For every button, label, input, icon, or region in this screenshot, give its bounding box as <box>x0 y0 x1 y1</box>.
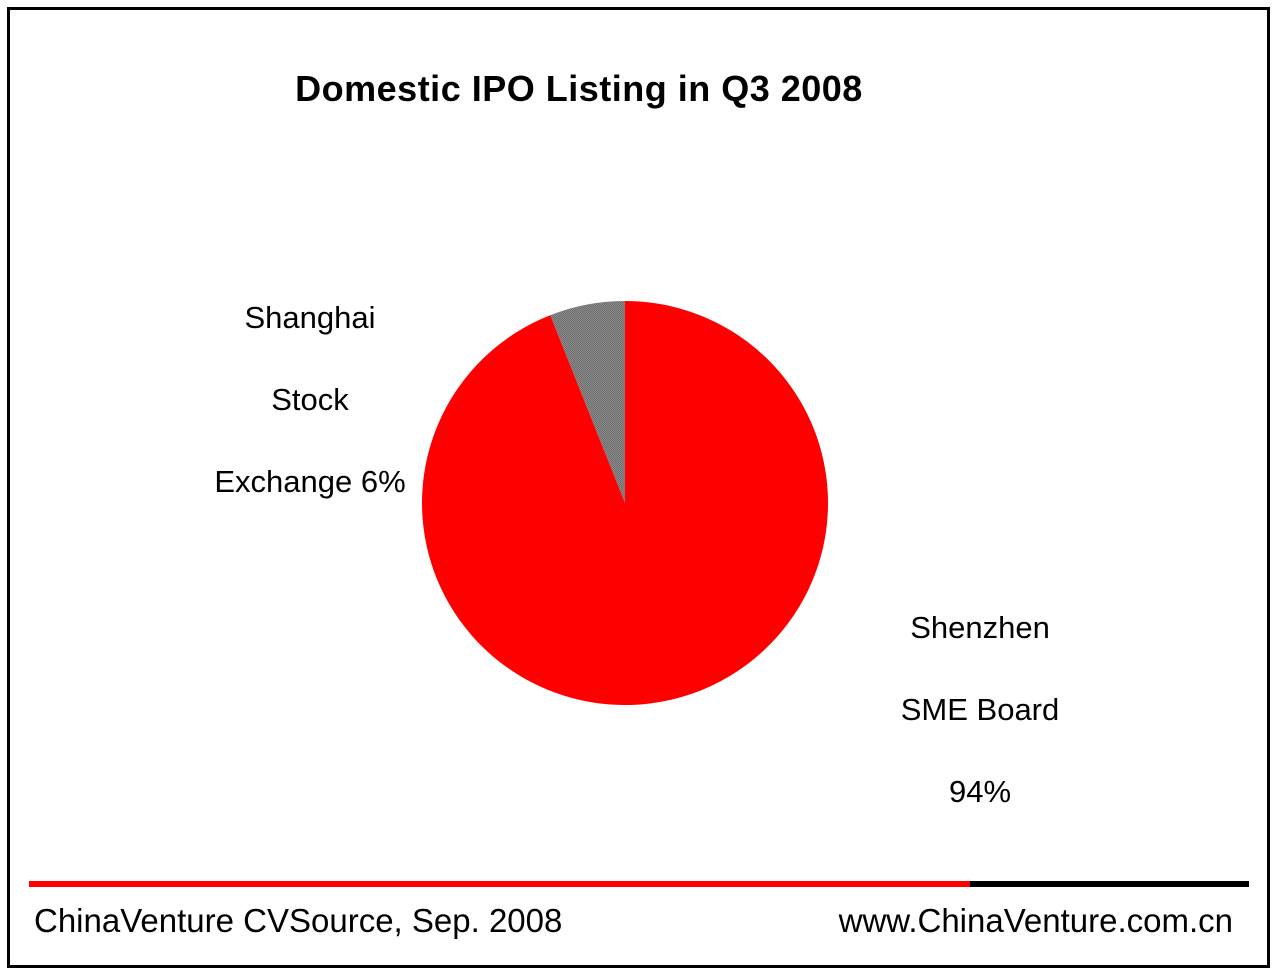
footer-rule-black <box>970 881 1249 887</box>
slice-label-shenzhen-line-2: SME Board <box>900 692 1060 727</box>
slice-label-shanghai-line-2: Stock <box>271 382 349 417</box>
slice-label-shenzhen: Shenzhen SME Board 94% <box>860 566 1100 853</box>
footer-rule-red <box>29 881 970 887</box>
slice-label-shanghai-line-1: Shanghai <box>244 300 376 335</box>
chart-title: Domestic IPO Listing in Q3 2008 <box>295 68 863 109</box>
slice-label-shenzhen-line-3: 94% <box>948 774 1012 809</box>
slice-label-shenzhen-line-1: Shenzhen <box>910 610 1050 645</box>
slice-label-shanghai: Shanghai Stock Exchange 6% <box>190 256 430 543</box>
footer-source: ChinaVenture CVSource, Sep. 2008 <box>34 902 563 939</box>
footer-url: www.ChinaVenture.com.cn <box>838 902 1233 939</box>
pie-slice-shanghai <box>550 301 625 503</box>
slice-label-shanghai-line-3: Exchange 6% <box>214 464 406 499</box>
pie-slice-shenzhen <box>422 301 829 705</box>
